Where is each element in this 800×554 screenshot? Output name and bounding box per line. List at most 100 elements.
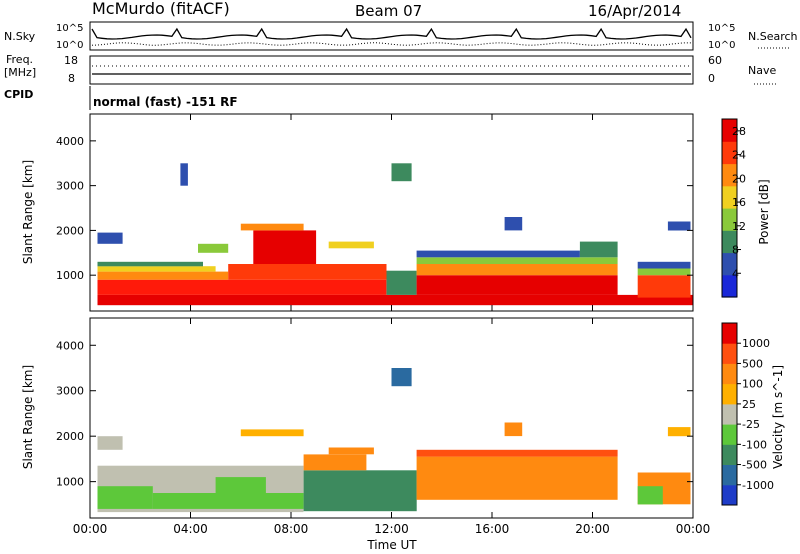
heatmap-cell bbox=[303, 470, 417, 512]
nsky-series bbox=[91, 27, 692, 40]
heatmap-cell bbox=[97, 261, 203, 267]
heatmap-cell bbox=[303, 454, 367, 471]
heatmap-cell bbox=[637, 268, 691, 276]
xlabel: Time UT bbox=[366, 538, 417, 552]
velocity-ylabel: Slant Range [km] bbox=[21, 365, 35, 469]
colorbar-tick-label: 100 bbox=[742, 378, 763, 391]
power-colorbar-label: Power [dB] bbox=[757, 179, 771, 244]
nave-tick-top: 60 bbox=[708, 54, 722, 67]
colorbar-swatch bbox=[722, 230, 737, 254]
date-title: 16/Apr/2014 bbox=[588, 2, 681, 20]
colorbar-tick-label: -1000 bbox=[742, 479, 774, 492]
heatmap-cell bbox=[97, 232, 123, 244]
heatmap-cell bbox=[416, 264, 618, 276]
velocity-heatmap bbox=[97, 368, 691, 513]
heatmap-cell bbox=[667, 221, 691, 231]
nsearch-series bbox=[91, 42, 692, 46]
heatmap-cell bbox=[386, 270, 417, 295]
heatmap-cell bbox=[416, 275, 618, 295]
heatmap-cell bbox=[416, 250, 580, 258]
heatmap-cell bbox=[391, 163, 412, 182]
heatmap-cell bbox=[637, 486, 663, 505]
colorbar-tick-label: 4 bbox=[732, 267, 739, 280]
colorbar-swatch bbox=[722, 274, 737, 298]
velocity-x-axis: 00:00 04:00 08:00 12:00 16:00 20:00 00:00 bbox=[73, 318, 710, 536]
y-tick-label: 2000 bbox=[56, 430, 84, 443]
heatmap-cell bbox=[97, 294, 693, 306]
y-tick-label: 1000 bbox=[56, 476, 84, 489]
nsky-panel: N.Sky 10^5 10^0 10^5 10^0 N.Search bbox=[4, 21, 798, 51]
colorbar-tick-label: -100 bbox=[742, 438, 767, 451]
freq-tick-bottom: 8 bbox=[68, 72, 75, 85]
colorbar-swatch bbox=[722, 119, 737, 142]
heatmap-cell bbox=[416, 456, 618, 500]
colorbar-swatch bbox=[722, 363, 737, 385]
colorbar-swatch bbox=[722, 383, 737, 405]
colorbar-tick-label: 25 bbox=[742, 398, 756, 411]
x-tick-label: 20:00 bbox=[575, 522, 610, 536]
x-tick-label: 12:00 bbox=[374, 522, 409, 536]
freq-tick-top: 18 bbox=[64, 54, 78, 67]
velocity-y-axis: 1000 2000 3000 4000 bbox=[56, 339, 693, 489]
nsearch-tick-bottom: 10^0 bbox=[708, 40, 735, 51]
heatmap-cell bbox=[504, 422, 523, 437]
nsearch-label: N.Search bbox=[748, 30, 798, 43]
heatmap-cell bbox=[215, 477, 266, 493]
colorbar-swatch bbox=[722, 343, 737, 364]
nave-tick-bottom: 0 bbox=[708, 72, 715, 85]
heatmap-cell bbox=[416, 257, 618, 264]
colorbar-tick-label: -25 bbox=[742, 418, 760, 431]
heatmap-cell bbox=[579, 241, 618, 258]
heatmap-cell bbox=[253, 230, 317, 264]
colorbar-tick-label: 24 bbox=[732, 149, 746, 162]
colorbar-swatch bbox=[722, 403, 737, 425]
cpid-label: CPID bbox=[4, 88, 33, 101]
station-title: McMurdo (fitACF) bbox=[92, 0, 230, 18]
heatmap-cell bbox=[97, 279, 387, 295]
colorbar-frame bbox=[721, 118, 738, 298]
power-ylabel: Slant Range [km] bbox=[21, 160, 35, 264]
power-x-axis bbox=[89, 114, 694, 311]
heatmap-cell bbox=[637, 275, 691, 298]
velocity-colorbar: 1000 500 100 25 -25 -100 -500 -1000 bbox=[721, 322, 774, 506]
colorbar-swatch bbox=[722, 444, 737, 465]
colorbar-tick-label: 20 bbox=[732, 172, 746, 185]
heatmap-cell bbox=[391, 368, 412, 387]
freq-label-line2: [MHz] bbox=[4, 66, 36, 79]
freq-label-line1: Freq. bbox=[6, 53, 33, 66]
colorbar-swatch bbox=[722, 141, 737, 165]
heatmap-cell bbox=[637, 261, 691, 269]
cpid-text: normal (fast) -151 RF bbox=[93, 95, 238, 109]
colorbar-swatch bbox=[722, 163, 737, 187]
heatmap-cell bbox=[97, 486, 153, 509]
velocity-panel: 1000 2000 3000 4000 00:00 04:00 08:00 12:00 16:… bbox=[21, 317, 785, 536]
colorbar-frame bbox=[721, 322, 738, 506]
heatmap-cell bbox=[180, 163, 188, 186]
heatmap-cell bbox=[97, 266, 216, 272]
colorbar-swatch bbox=[722, 252, 737, 276]
colorbar-tick-label: 8 bbox=[732, 244, 739, 257]
nave-label: Nave bbox=[748, 64, 776, 77]
freq-panel: Freq. [MHz] 18 8 60 0 Nave bbox=[4, 53, 778, 85]
heatmap-cell bbox=[198, 243, 229, 253]
colorbar-swatch bbox=[722, 424, 737, 445]
heatmap-cell bbox=[228, 264, 387, 280]
nsearch-tick-top: 10^5 bbox=[708, 23, 735, 34]
heatmap-cell bbox=[240, 429, 304, 437]
colorbar-tick-label: 12 bbox=[732, 220, 746, 233]
velocity-colorbar-label: Velocity [m s^-1] bbox=[771, 365, 785, 469]
y-tick-label: 3000 bbox=[56, 180, 84, 193]
heatmap-cell bbox=[504, 217, 523, 231]
heatmap-cell bbox=[667, 427, 691, 437]
y-tick-label: 4000 bbox=[56, 135, 84, 148]
power-heatmap bbox=[97, 163, 693, 306]
colorbar-tick-label: 16 bbox=[732, 196, 746, 209]
nsky-frame bbox=[89, 21, 694, 51]
heatmap-cell bbox=[152, 493, 304, 509]
colorbar-tick-label: 500 bbox=[742, 357, 763, 370]
heatmap-cell bbox=[240, 223, 304, 231]
colorbar-swatch bbox=[722, 484, 737, 506]
x-tick-label: 08:00 bbox=[274, 522, 309, 536]
x-tick-label: 00:00 bbox=[73, 522, 108, 536]
